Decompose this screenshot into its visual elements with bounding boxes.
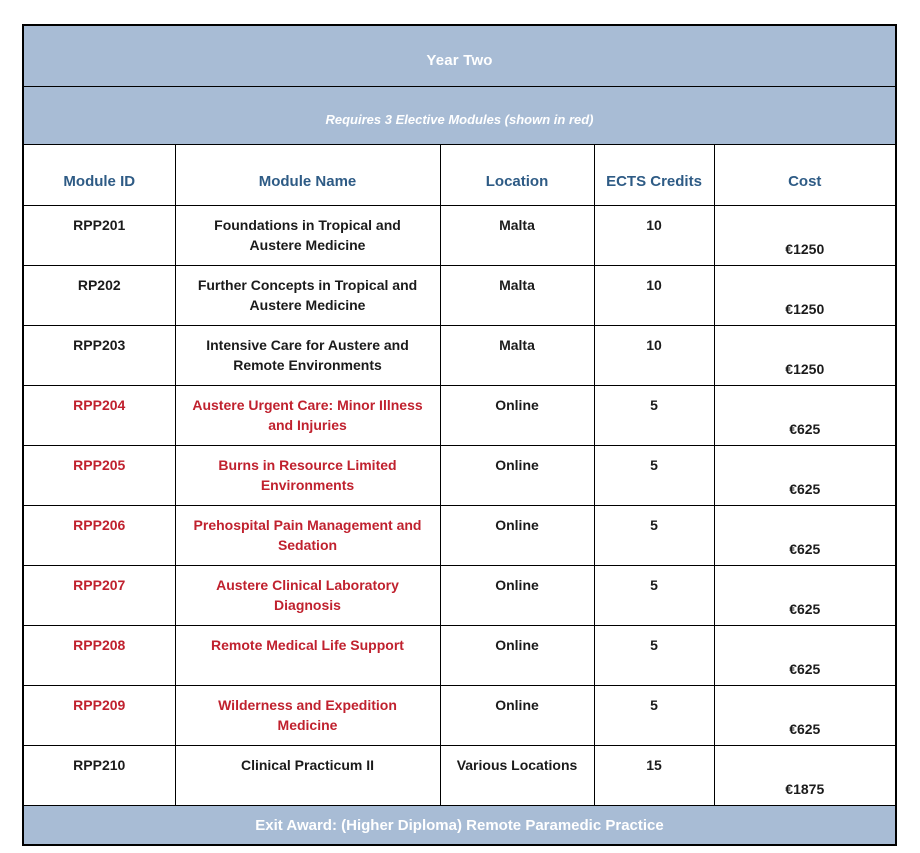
module-id-cell: RP202 [22, 264, 176, 326]
col-header-ects-credits: ECTS Credits [593, 143, 715, 206]
title-row: Year Two [22, 24, 897, 87]
col-header-location: Location [439, 143, 595, 206]
module-id-cell: RPP204 [22, 384, 176, 446]
module-location-cell: Various Locations [439, 744, 595, 806]
module-credits-cell: 5 [593, 624, 715, 686]
module-location-cell: Malta [439, 264, 595, 326]
col-header-module-id: Module ID [22, 143, 176, 206]
table-row: RPP209 Wilderness and Expedition Medicine… [22, 684, 897, 746]
module-credits-cell: 5 [593, 444, 715, 506]
module-location-cell: Online [439, 624, 595, 686]
footer-row: Exit Award: (Higher Diploma) Remote Para… [22, 804, 897, 846]
module-credits-cell: 5 [593, 564, 715, 626]
module-credits-cell: 5 [593, 384, 715, 446]
col-header-module-name: Module Name [174, 143, 441, 206]
module-id-cell: RPP208 [22, 624, 176, 686]
module-location-cell: Malta [439, 204, 595, 266]
module-name-cell: Wilderness and Expedition Medicine [174, 684, 441, 746]
module-credits-cell: 5 [593, 684, 715, 746]
module-name-cell: Foundations in Tropical and Austere Medi… [174, 204, 441, 266]
module-cost-cell: €625 [713, 444, 897, 506]
module-name-cell: Intensive Care for Austere and Remote En… [174, 324, 441, 386]
module-location-cell: Online [439, 504, 595, 566]
module-cost-cell: €625 [713, 384, 897, 446]
module-credits-cell: 15 [593, 744, 715, 806]
module-rows: RPP201 Foundations in Tropical and Auster… [22, 204, 897, 806]
module-cost-cell: €1250 [713, 324, 897, 386]
table-subtitle: Requires 3 Elective Modules (shown in re… [22, 85, 897, 145]
year-two-modules-table: Year Two Requires 3 Elective Modules (sh… [22, 24, 898, 846]
module-location-cell: Malta [439, 324, 595, 386]
module-cost-cell: €1250 [713, 264, 897, 326]
module-id-cell: RPP209 [22, 684, 176, 746]
module-id-cell: RPP201 [22, 204, 176, 266]
table-row: RPP204 Austere Urgent Care: Minor Illness… [22, 384, 897, 446]
module-credits-cell: 10 [593, 324, 715, 386]
table-row: RPP205 Burns in Resource Limited Environm… [22, 444, 897, 506]
module-name-cell: Austere Clinical Laboratory Diagnosis [174, 564, 441, 626]
table-row: RPP206 Prehospital Pain Management and Se… [22, 504, 897, 566]
module-name-cell: Prehospital Pain Management and Sedation [174, 504, 441, 566]
table-row: RPP207 Austere Clinical Laboratory Diagno… [22, 564, 897, 626]
module-cost-cell: €625 [713, 564, 897, 626]
table-row: RPP203 Intensive Care for Austere and Rem… [22, 324, 897, 386]
module-cost-cell: €625 [713, 504, 897, 566]
module-credits-cell: 10 [593, 204, 715, 266]
module-name-cell: Clinical Practicum II [174, 744, 441, 806]
module-credits-cell: 10 [593, 264, 715, 326]
module-location-cell: Online [439, 564, 595, 626]
module-location-cell: Online [439, 444, 595, 506]
module-name-cell: Remote Medical Life Support [174, 624, 441, 686]
module-id-cell: RPP205 [22, 444, 176, 506]
module-cost-cell: €625 [713, 624, 897, 686]
module-cost-cell: €1250 [713, 204, 897, 266]
subtitle-row: Requires 3 Elective Modules (shown in re… [22, 85, 897, 145]
col-header-cost: Cost [713, 143, 897, 206]
module-id-cell: RPP207 [22, 564, 176, 626]
table-row: RP202 Further Concepts in Tropical and Au… [22, 264, 897, 326]
module-name-cell: Further Concepts in Tropical and Austere… [174, 264, 441, 326]
module-cost-cell: €625 [713, 684, 897, 746]
table-row: RPP210 Clinical Practicum II Various Locat… [22, 744, 897, 806]
module-id-cell: RPP203 [22, 324, 176, 386]
module-location-cell: Online [439, 684, 595, 746]
exit-award-banner: Exit Award: (Higher Diploma) Remote Para… [22, 804, 897, 846]
column-header-row: Module ID Module Name Location ECTS Cred… [22, 143, 897, 206]
module-name-cell: Burns in Resource Limited Environments [174, 444, 441, 506]
module-name-cell: Austere Urgent Care: Minor Illness and I… [174, 384, 441, 446]
module-id-cell: RPP210 [22, 744, 176, 806]
module-credits-cell: 5 [593, 504, 715, 566]
module-id-cell: RPP206 [22, 504, 176, 566]
table-row: RPP201 Foundations in Tropical and Auster… [22, 204, 897, 266]
table-row: RPP208 Remote Medical Life Support Online 5… [22, 624, 897, 686]
module-cost-cell: €1875 [713, 744, 897, 806]
table-title: Year Two [22, 24, 897, 87]
module-location-cell: Online [439, 384, 595, 446]
